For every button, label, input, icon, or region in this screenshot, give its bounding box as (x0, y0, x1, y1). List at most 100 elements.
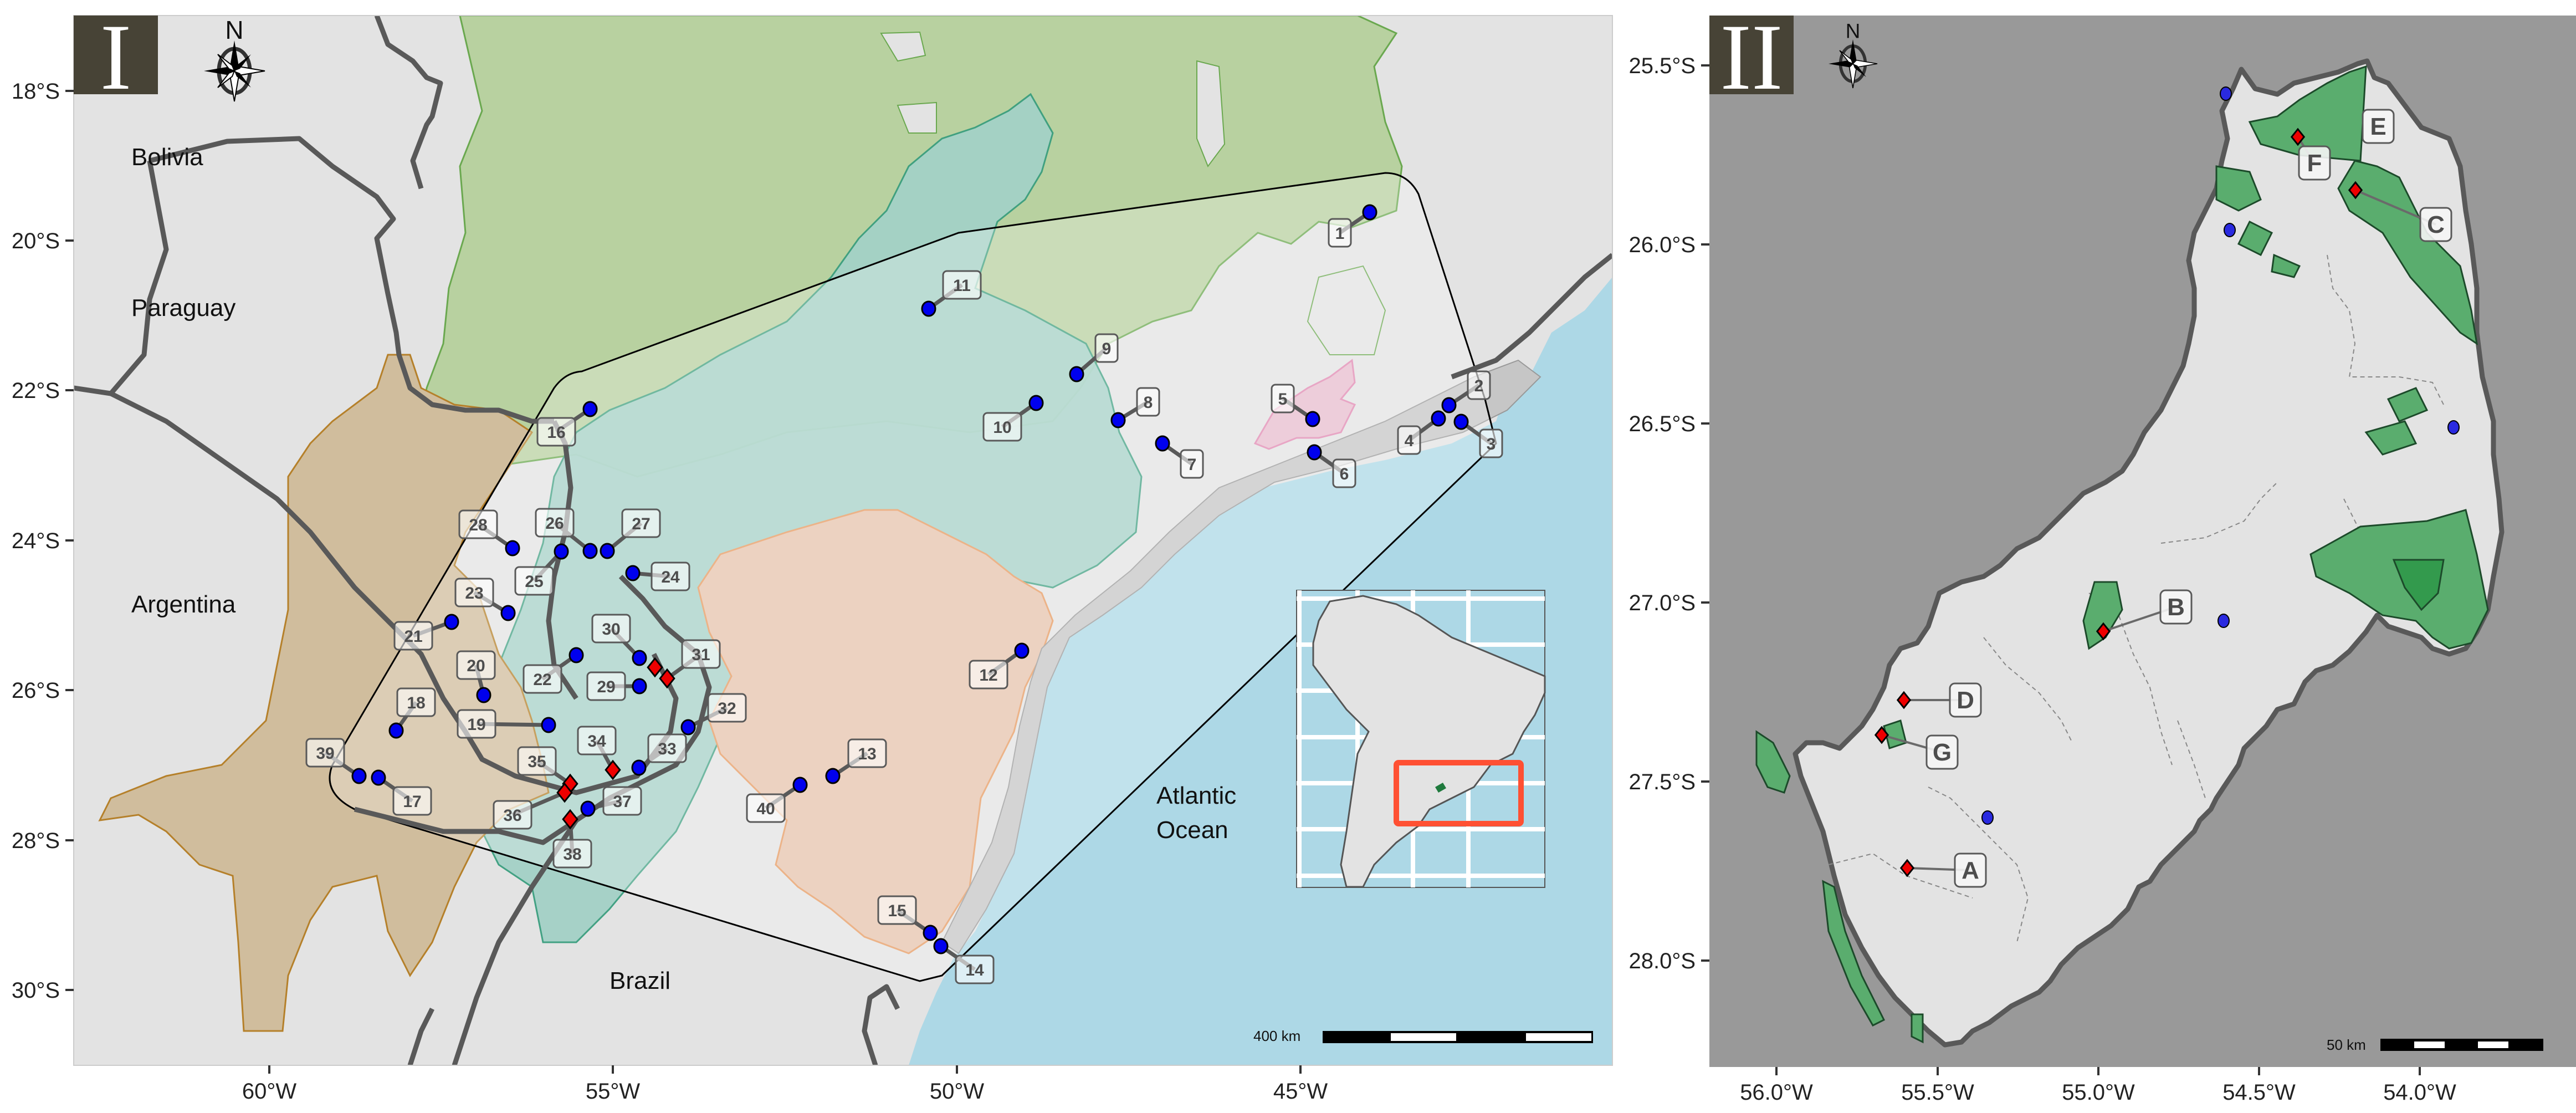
site-label-text: 23 (465, 584, 483, 603)
protected-area-label-text: F (2307, 150, 2322, 177)
svg-text:18°S: 18°S (12, 79, 60, 104)
svg-text:II: II (1720, 5, 1783, 109)
site-label-27: 27 (621, 508, 661, 538)
site-label-text: 32 (718, 700, 736, 718)
population-diamond-marker (2348, 181, 2363, 200)
site-label-text: 35 (528, 753, 546, 771)
site-dot-marker (1453, 413, 1469, 430)
svg-text:45°W: 45°W (1273, 1079, 1328, 1104)
site-dot-marker (444, 614, 459, 630)
protected-area-label-text: A (1962, 857, 1979, 884)
site-label-text: 2 (1474, 377, 1484, 395)
site-label-text: 33 (658, 740, 676, 758)
site-label-11: 11 (942, 270, 982, 300)
site-label-text: 25 (525, 573, 543, 591)
site-label-16: 16 (536, 417, 576, 447)
protected-area-label-A: A (1954, 852, 1987, 888)
protected-area-markers: A B C D E F G (1874, 86, 2460, 888)
site-dot-marker (371, 769, 386, 786)
site-dot-marker (921, 300, 936, 317)
svg-text:55.0°W: 55.0°W (2062, 1080, 2135, 1105)
site-dot-marker (569, 647, 584, 663)
site-label-text: 31 (692, 646, 710, 664)
svg-text:50°W: 50°W (930, 1079, 984, 1104)
population-diamond-marker (647, 657, 663, 678)
site-label-20: 20 (456, 650, 496, 680)
site-label-22: 22 (523, 664, 562, 694)
ocean-label-line1: Atlantic (1156, 782, 1236, 809)
site-markers: 1234567891011121314151617181920212223242… (305, 204, 1503, 984)
inset-map-south-america (1296, 590, 1546, 888)
site-label-text: 19 (467, 716, 485, 734)
site-label-text: 38 (563, 845, 581, 864)
site-label-text: 3 (1487, 435, 1496, 453)
panel-ii-x-axis: 56.0°W 55.5°W 55.0°W 54.5°W 54.0°W (1740, 1067, 2456, 1105)
protected-area-label-F: F (2298, 145, 2331, 181)
site-label-13: 13 (847, 738, 887, 768)
svg-text:26.5°S: 26.5°S (1628, 412, 1696, 436)
site-label-10: 10 (982, 412, 1022, 442)
site-label-text: 11 (953, 277, 971, 295)
site-label-text: 7 (1187, 456, 1197, 474)
site-label-text: 10 (993, 418, 1011, 437)
site-dot-marker (351, 768, 367, 784)
site-dot-marker (680, 719, 696, 736)
site-dot-marker (1069, 366, 1084, 382)
country-label-paraguay: Paraguay (131, 294, 235, 321)
panel-i-map: 1234567891011121314151617181920212223242… (74, 16, 1612, 1065)
panel-ii-y-axis: 25.5°S 26.0°S 26.5°S 27.0°S 27.5°S 28.0°… (1628, 54, 1709, 973)
site-label-14: 14 (955, 954, 995, 984)
site-label-text: 26 (545, 514, 564, 533)
population-diamond-marker (556, 782, 573, 803)
country-label-brazil: Brazil (610, 967, 670, 994)
site-label-23: 23 (454, 578, 494, 607)
north-arrow-icon: N (204, 16, 265, 102)
site-label-38: 38 (552, 839, 592, 869)
site-dot-marker (2224, 223, 2236, 237)
site-label-text: 24 (661, 568, 680, 586)
site-label-31: 31 (681, 639, 721, 669)
population-diamond-marker (2290, 127, 2306, 146)
site-label-5: 5 (1271, 384, 1295, 413)
svg-text:30°S: 30°S (12, 978, 60, 1003)
site-dot-marker (792, 777, 808, 793)
protected-area-label-C: C (2419, 207, 2452, 242)
site-label-text: 4 (1405, 432, 1414, 450)
site-label-text: 14 (965, 961, 984, 979)
svg-text:N: N (1846, 20, 1861, 43)
site-label-text: 1 (1335, 224, 1345, 243)
protected-area-label-D: D (1949, 682, 1982, 718)
population-diamond-marker (1874, 726, 1889, 744)
ecoregion-pink-area (1253, 359, 1356, 450)
site-label-33: 33 (647, 733, 687, 763)
scale-bar-50km: 50 km (2327, 1037, 2543, 1053)
site-dot-marker (1110, 412, 1126, 428)
protected-area-label-text: D (1957, 687, 1974, 714)
population-diamond-marker (1896, 691, 1912, 709)
site-label-7: 7 (1180, 449, 1204, 479)
protected-areas (1755, 65, 2489, 1044)
inset-study-region (1435, 783, 1446, 793)
svg-text:22°S: 22°S (12, 379, 60, 403)
north-arrow-icon: N (1829, 20, 1878, 89)
site-label-39: 39 (305, 738, 345, 768)
site-label-34: 34 (577, 726, 617, 755)
site-label-40: 40 (746, 793, 786, 823)
population-diamond-marker (562, 809, 578, 830)
site-label-35: 35 (517, 746, 557, 776)
protected-area-label-E: E (2362, 109, 2395, 144)
svg-text:54.0°W: 54.0°W (2383, 1080, 2456, 1105)
site-dot-marker (541, 717, 556, 733)
site-dot-marker (582, 543, 598, 559)
svg-text:24°S: 24°S (12, 529, 60, 553)
site-label-text: 27 (632, 515, 650, 533)
protected-area-label-G: G (1925, 734, 1959, 770)
site-label-text: 5 (1278, 390, 1288, 409)
inset-continent-outline (1312, 595, 1546, 888)
panel-i-tag: I (74, 5, 158, 109)
site-label-text: 9 (1102, 340, 1112, 358)
site-dot-marker (1028, 395, 1044, 411)
site-dot-marker (825, 768, 841, 784)
site-label-9: 9 (1094, 333, 1119, 363)
